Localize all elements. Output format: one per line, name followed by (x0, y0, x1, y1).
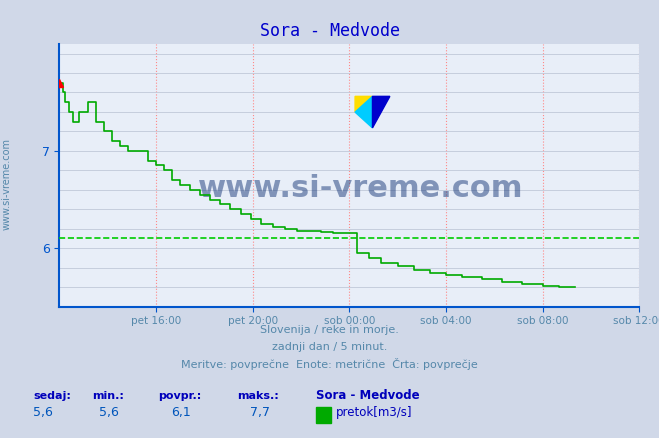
Polygon shape (355, 96, 372, 112)
Polygon shape (355, 96, 372, 128)
Text: maks.:: maks.: (237, 391, 279, 401)
Text: Sora - Medvode: Sora - Medvode (260, 21, 399, 40)
Text: 6,1: 6,1 (171, 406, 191, 419)
Text: www.si-vreme.com: www.si-vreme.com (1, 138, 12, 230)
Text: Sora - Medvode: Sora - Medvode (316, 389, 420, 402)
Polygon shape (372, 96, 390, 128)
Text: sedaj:: sedaj: (33, 391, 71, 401)
Text: zadnji dan / 5 minut.: zadnji dan / 5 minut. (272, 343, 387, 353)
Text: Meritve: povprečne  Enote: metrične  Črta: povprečje: Meritve: povprečne Enote: metrične Črta:… (181, 358, 478, 370)
Text: pretok[m3/s]: pretok[m3/s] (336, 406, 413, 419)
Text: min.:: min.: (92, 391, 124, 401)
Text: povpr.:: povpr.: (158, 391, 202, 401)
Text: 5,6: 5,6 (99, 406, 119, 419)
Text: 7,7: 7,7 (250, 406, 270, 419)
Text: www.si-vreme.com: www.si-vreme.com (198, 174, 524, 203)
Text: 5,6: 5,6 (33, 406, 53, 419)
Text: Slovenija / reke in morje.: Slovenija / reke in morje. (260, 325, 399, 335)
